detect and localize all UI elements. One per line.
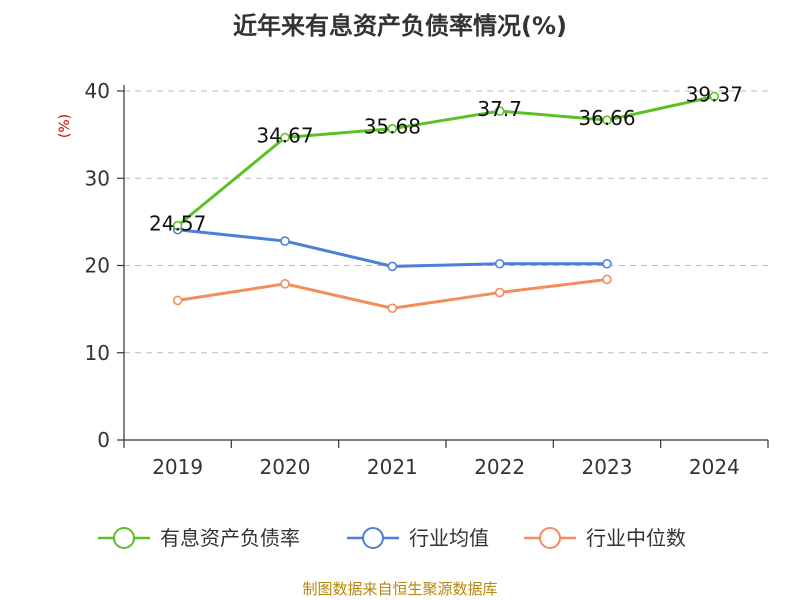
data-point bbox=[387, 123, 398, 134]
chart-title: 近年来有息资产负债率情况(%) bbox=[233, 12, 567, 40]
y-tick-label: 30 bbox=[85, 166, 110, 190]
series-line bbox=[176, 95, 715, 227]
legend-marker bbox=[362, 527, 384, 549]
data-point bbox=[280, 132, 290, 143]
x-tick-label: 2020 bbox=[260, 455, 311, 479]
data-label: 24.57 bbox=[149, 212, 206, 236]
y-axis-label: (%) bbox=[57, 114, 73, 138]
legend-label: 有息资产负债率 bbox=[160, 526, 300, 550]
x-tick-label: 2019 bbox=[152, 455, 203, 479]
data-label: 39.37 bbox=[686, 82, 743, 106]
data-label: 37.7 bbox=[477, 97, 522, 121]
data-point bbox=[602, 258, 612, 269]
data-point bbox=[709, 91, 720, 102]
x-tick-label: 2021 bbox=[367, 455, 418, 479]
y-tick-label: 20 bbox=[85, 254, 110, 278]
legend-label: 行业均值 bbox=[409, 526, 489, 550]
legend-marker bbox=[539, 527, 561, 549]
data-point bbox=[172, 220, 183, 231]
y-tick-label: 40 bbox=[85, 79, 110, 103]
source-note: 制图数据来自恒生聚源数据库 bbox=[302, 580, 498, 598]
data-point bbox=[387, 261, 398, 272]
data-label: 36.66 bbox=[578, 106, 635, 130]
data-point bbox=[387, 303, 398, 314]
data-point bbox=[280, 236, 290, 246]
data-label: 34.67 bbox=[256, 124, 313, 148]
y-tick-label: 10 bbox=[85, 341, 110, 365]
data-point bbox=[494, 258, 505, 269]
data-point bbox=[494, 106, 505, 116]
legend-marker bbox=[113, 527, 135, 549]
data-point bbox=[494, 287, 505, 298]
x-tick-label: 2022 bbox=[474, 455, 525, 479]
x-tick-label: 2024 bbox=[689, 455, 740, 479]
series-line bbox=[177, 228, 607, 268]
data-label: 35.68 bbox=[364, 115, 421, 139]
y-tick-label: 0 bbox=[97, 428, 110, 452]
data-point bbox=[172, 295, 183, 306]
legend-label: 行业中位数 bbox=[586, 526, 686, 550]
data-point bbox=[602, 115, 612, 125]
data-point bbox=[602, 274, 612, 285]
x-tick-label: 2023 bbox=[582, 455, 633, 479]
data-point bbox=[280, 279, 290, 289]
